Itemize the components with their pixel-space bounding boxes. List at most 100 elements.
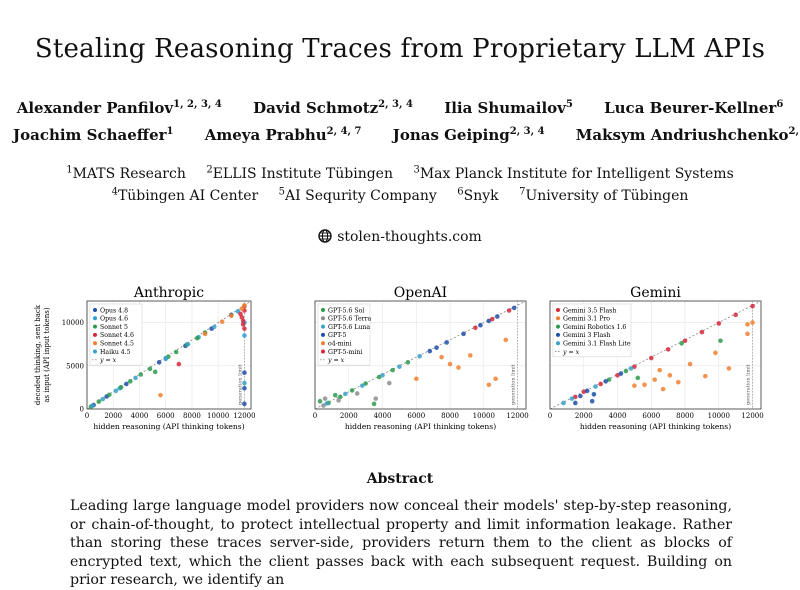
x-tick-label: 2000 <box>575 412 593 420</box>
author: David Schmotz2, 3, 4 <box>253 99 413 117</box>
data-point <box>242 401 247 407</box>
legend-label: GPT-5.6 Terra <box>328 316 372 323</box>
legend-marker <box>93 332 97 337</box>
globe-icon <box>318 229 332 243</box>
legend-marker <box>321 349 325 354</box>
legend-marker <box>321 308 325 312</box>
data-point <box>363 381 368 386</box>
data-point <box>113 388 119 394</box>
legend-label: Gemini Robotics 1.6 <box>563 324 626 331</box>
data-point <box>444 340 449 345</box>
legend-label: Haiku 4.5 <box>100 349 131 356</box>
affiliation: 2ELLIS Institute Tübingen <box>206 164 393 182</box>
data-point <box>242 333 247 338</box>
legend-label: y = x <box>99 357 117 364</box>
author: Jonas Geiping2, 3, 4 <box>392 126 545 144</box>
data-point <box>687 361 693 367</box>
x-tick-label: 12000 <box>233 412 255 420</box>
data-point <box>584 388 590 394</box>
x-tick-label: 2000 <box>104 412 122 420</box>
author-row-1: Alexander Panfilov1, 2, 3, 4 David Schmo… <box>0 99 800 117</box>
x-tick-label: 12000 <box>506 412 528 420</box>
data-point <box>127 379 133 384</box>
legend-label: GPT-5.6 Luna <box>328 324 370 331</box>
data-point <box>202 331 208 337</box>
affiliation: 6Snyk <box>457 186 499 204</box>
data-point <box>349 388 355 393</box>
data-point <box>163 355 169 361</box>
data-point <box>632 383 637 388</box>
legend-marker <box>321 316 325 321</box>
data-point <box>473 325 478 331</box>
legend-marker <box>556 332 560 337</box>
data-point <box>124 381 129 387</box>
author: Luca Beurer-Kellner6 <box>604 99 784 117</box>
legend-marker <box>321 324 325 329</box>
data-point <box>589 398 595 404</box>
data-point <box>591 392 597 397</box>
data-point <box>338 394 343 400</box>
chart-title: Gemini <box>630 285 681 301</box>
data-point <box>242 380 247 386</box>
data-point <box>219 319 225 325</box>
y-tick-label: 0 <box>80 406 84 414</box>
author: Maksym Andriushchenko2, 3, 4 <box>575 126 800 144</box>
data-point <box>642 382 647 388</box>
legend-label: Gemini 3 Flash <box>563 332 610 339</box>
data-point <box>702 373 708 379</box>
data-point <box>718 338 723 344</box>
data-point <box>405 360 411 365</box>
data-point <box>667 373 673 378</box>
data-point <box>427 348 433 354</box>
data-point <box>240 322 246 327</box>
data-point <box>147 366 153 372</box>
identity-line <box>549 300 762 410</box>
data-point <box>593 384 598 389</box>
data-point <box>439 354 444 360</box>
data-point <box>417 353 422 359</box>
data-point <box>635 375 641 381</box>
data-point <box>467 353 473 358</box>
legend-marker <box>556 316 560 321</box>
data-point <box>242 370 247 376</box>
legend-marker <box>321 332 325 337</box>
legend-marker <box>93 308 97 312</box>
legend-label: Gemini 3.1 Flash Lite <box>563 341 631 348</box>
x-tick-label: 8000 <box>676 412 694 420</box>
legend-label: y = x <box>327 357 345 364</box>
x-tick-label: 0 <box>548 412 552 420</box>
abstract-body: Leading large language model providers n… <box>70 497 732 590</box>
y-tick-label: 10000 <box>62 319 84 327</box>
chart-title: Anthropic <box>133 285 204 301</box>
legend-marker <box>321 341 325 346</box>
data-point <box>503 337 509 343</box>
affiliation: 3Max Planck Institute for Intelligent Sy… <box>413 164 734 182</box>
data-point <box>489 316 495 322</box>
legend-box <box>89 303 143 366</box>
x-tick-label: 6000 <box>407 412 425 420</box>
y-axis-label: decoded thinking, sent back <box>34 304 42 405</box>
data-point <box>397 364 402 369</box>
data-point <box>493 376 498 382</box>
data-point <box>173 349 179 355</box>
data-point <box>623 368 629 374</box>
x-tick-label: 10000 <box>708 412 730 420</box>
data-point <box>569 396 575 401</box>
website-link[interactable]: stolen-thoughts.com <box>0 229 800 245</box>
chart-title: OpenAI <box>394 285 447 301</box>
legend-marker <box>556 324 560 329</box>
legend-box <box>552 303 632 358</box>
data-point <box>506 308 512 313</box>
data-point <box>343 391 348 397</box>
y-tick-label: 5000 <box>66 362 84 370</box>
legend-label: Sonnet 5 <box>100 324 128 331</box>
data-point <box>242 385 247 391</box>
affiliation: 1MATS Research <box>66 164 186 182</box>
data-point <box>745 322 750 327</box>
data-point <box>675 379 681 385</box>
x-tick-label: 4000 <box>374 412 392 420</box>
affiliation-row-1: 1MATS Research 2ELLIS Institute Tübingen… <box>0 164 800 182</box>
data-point <box>447 361 453 367</box>
data-point <box>713 350 718 356</box>
data-point <box>185 341 191 347</box>
